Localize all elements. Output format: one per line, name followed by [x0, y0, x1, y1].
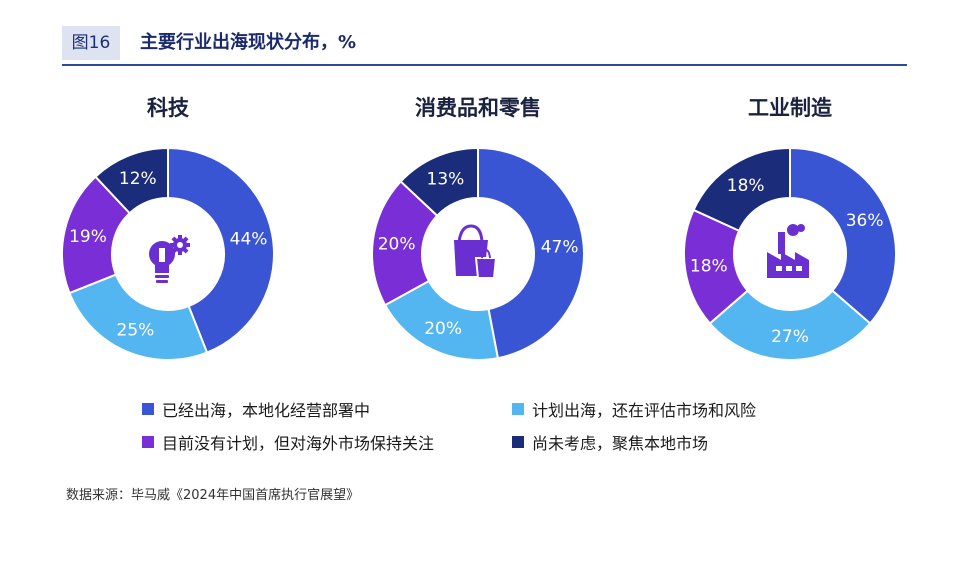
legend-swatch	[142, 403, 154, 415]
figure-title: 主要行业出海现状分布，%	[140, 32, 357, 53]
source-note: 数据来源：毕马威《2024年中国首席执行官展望》	[66, 488, 360, 503]
donut-chart-consumer-retail: 消费品和零售 47% 20% 20% 13%	[368, 92, 588, 372]
lightbulb-gear-icon	[149, 235, 190, 283]
header-rule	[62, 64, 907, 66]
donut-slice	[477, 146, 585, 360]
chart-title: 科技	[147, 96, 189, 120]
shopping-bag-icon	[454, 224, 498, 279]
slice-value-label: 25%	[117, 320, 155, 340]
donut-slice	[692, 146, 791, 233]
slice-value-label: 20%	[424, 319, 462, 339]
legend-label: 尚未考虑，聚焦本地市场	[532, 434, 709, 453]
legend-label: 目前没有计划，但对海外市场保持关注	[162, 434, 435, 453]
factory-icon	[767, 224, 809, 278]
donut-svg: 36% 27% 18% 18%	[683, 146, 897, 361]
donut-slice	[399, 146, 479, 218]
slice-value-label: 36%	[846, 211, 884, 231]
legend-swatch	[512, 403, 524, 415]
donut-slice	[167, 146, 275, 354]
slice-value-label: 20%	[378, 235, 416, 255]
slice-value-label: 18%	[690, 257, 728, 277]
slice-value-label: 19%	[69, 227, 107, 247]
donut-chart-tech: 科技 44% 25% 19% 12%	[58, 92, 278, 372]
donut-chart-industrial: 工业制造 36% 27% 18% 18%	[680, 92, 900, 372]
figure-header: 图16 主要行业出海现状分布，%	[62, 20, 907, 68]
slice-value-label: 47%	[541, 237, 579, 257]
donut-slice	[789, 146, 897, 325]
slice-value-label: 12%	[119, 169, 157, 189]
legend-item: 计划出海，还在评估市场和风险	[512, 398, 756, 420]
donut-svg: 47% 20% 20% 13%	[371, 146, 585, 361]
slice-value-label: 18%	[727, 176, 765, 196]
legend-swatch	[142, 436, 154, 448]
legend-item: 尚未考虑，聚焦本地市场	[512, 431, 708, 453]
slice-value-label: 27%	[771, 327, 809, 347]
legend-item: 目前没有计划，但对海外市场保持关注	[142, 431, 434, 453]
legend-swatch	[512, 436, 524, 448]
figure-number: 图16	[62, 26, 120, 60]
chart-title: 消费品和零售	[415, 96, 541, 120]
donut-slice	[708, 289, 872, 361]
slice-value-label: 13%	[427, 170, 465, 190]
donut-hole	[735, 199, 845, 309]
slice-value-label: 44%	[230, 230, 268, 250]
legend-label: 已经出海，本地化经营部署中	[162, 401, 371, 420]
legend-label: 计划出海，还在评估市场和风险	[532, 401, 757, 420]
legend-item: 已经出海，本地化经营部署中	[142, 398, 370, 420]
donut-slice	[94, 146, 169, 215]
donut-svg: 44% 25% 19% 12%	[61, 146, 275, 361]
chart-title: 工业制造	[748, 96, 832, 120]
donut-slice	[68, 273, 209, 361]
